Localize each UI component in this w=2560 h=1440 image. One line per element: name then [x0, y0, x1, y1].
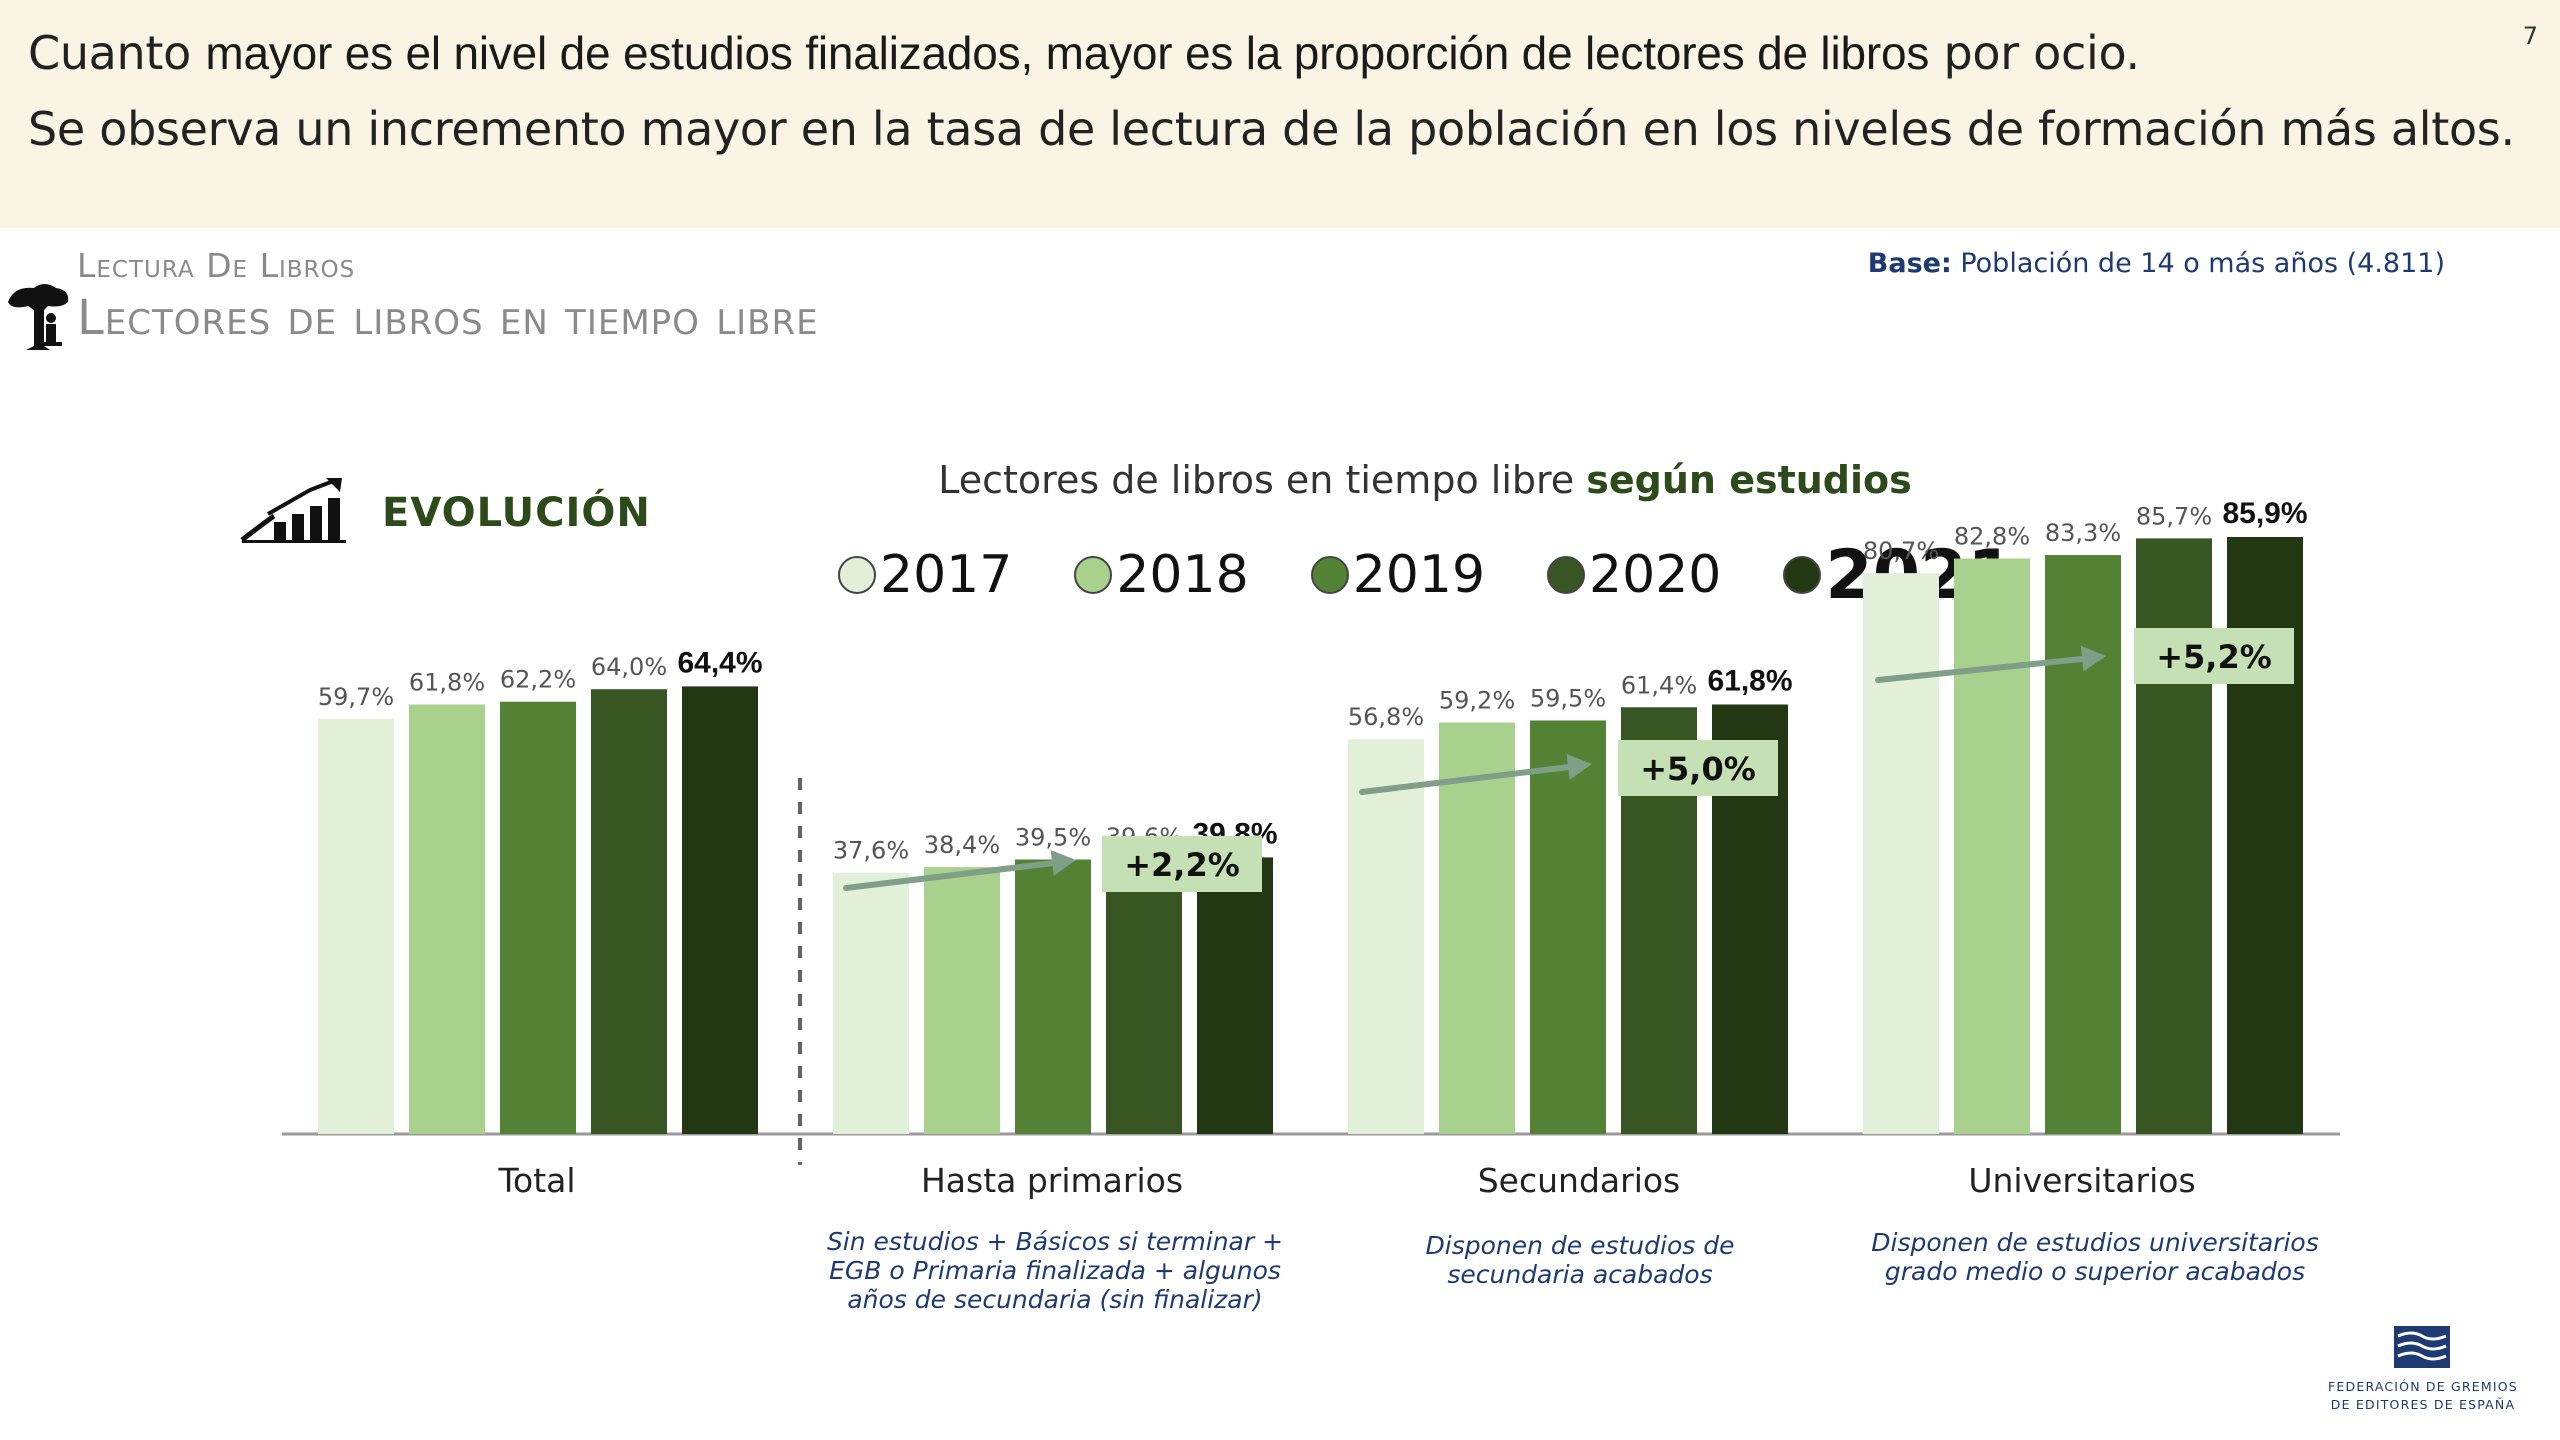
legend-label-2019: 2019 — [1352, 545, 1486, 605]
legend-item-2020: 2020 — [1547, 545, 1721, 605]
data-label-total-2020: 64,0% — [591, 653, 667, 681]
bar-universitarios-2017 — [1863, 573, 1939, 1134]
bar-universitarios-2020 — [2136, 538, 2212, 1134]
bar-universitarios-2019 — [2045, 555, 2121, 1134]
publisher-logo: FEDERACIÓN DE GREMIOS DE EDITORES DE ESPA… — [2318, 1326, 2528, 1416]
chart-title-bold: según estudios — [1586, 458, 1912, 502]
note-secundarios: Disponen de estudios de secundaria acaba… — [1425, 1231, 1735, 1289]
growth-chart-icon — [240, 478, 346, 543]
trend-arrowhead-secundarios — [1566, 753, 1592, 780]
legend-item-2017: 2017 — [838, 545, 1012, 605]
headline-line-1: Cuanto mayor es el nivel de estudios fin… — [28, 26, 2140, 80]
evolution-label: EVOLUCIÓN — [382, 490, 651, 536]
trend-arrow-hasta-primarios — [843, 859, 1065, 891]
note-universitarios: Disponen de estudios universitarios grad… — [1871, 1228, 2319, 1286]
legend-swatch-2018 — [1074, 556, 1113, 594]
data-label-secundarios-2019: 59,5% — [1530, 684, 1606, 712]
change-badge-hasta-primarios — [1102, 836, 1262, 892]
publisher-logo-text: FEDERACIÓN DE GREMIOS DE EDITORES DE ESPA… — [2318, 1378, 2528, 1414]
logo-line-1: FEDERACIÓN DE GREMIOS — [2328, 1379, 2518, 1394]
bar-total-2017 — [318, 719, 394, 1134]
legend-swatch-2021 — [1783, 556, 1822, 594]
bar-hasta-primarios-2019 — [1015, 859, 1091, 1134]
headline-line-2: Se observa un incremento mayor en la tas… — [28, 102, 2515, 156]
chart-title-normal: Lectores de libros en tiempo libre — [938, 458, 1587, 502]
legend-label-2020: 2020 — [1589, 545, 1722, 605]
base-label: Base: — [1867, 248, 1952, 279]
bar-total-2021 — [682, 686, 758, 1134]
tree-reader-icon — [8, 284, 69, 350]
change-label-hasta-primarios: +2,2% — [1124, 846, 1240, 884]
headline-prefix: Cuanto — [28, 26, 206, 80]
headline-emphasis: mayor es el nivel de estudios finalizado… — [205, 27, 1930, 79]
bar-total-2019 — [500, 701, 576, 1134]
note-hasta-primarios: Sin estudios + Básicos si terminar + EGB… — [826, 1227, 1284, 1314]
bar-total-2018 — [409, 704, 485, 1134]
chart-title: Lectores de libros en tiempo libre según… — [0, 458, 2560, 502]
base-note: Base: Población de 14 o más años (4.811) — [1868, 248, 2445, 279]
data-label-total-2021: 64,4% — [677, 646, 762, 679]
trend-arrowhead-hasta-primarios — [1050, 849, 1076, 876]
bar-secundarios-2017 — [1348, 739, 1424, 1134]
bar-universitarios-2018 — [1954, 558, 2030, 1134]
category-label-universitarios: Universitarios — [1968, 1161, 2195, 1200]
bar-secundarios-2018 — [1439, 722, 1515, 1134]
change-label-universitarios: +5,2% — [2156, 638, 2272, 676]
publisher-logo-icon — [2394, 1326, 2450, 1368]
trend-arrow-universitarios — [1875, 655, 2095, 683]
data-label-secundarios-2020: 61,4% — [1621, 671, 1697, 699]
data-label-secundarios-2017: 56,8% — [1348, 703, 1424, 731]
bar-secundarios-2019 — [1530, 720, 1606, 1134]
legend-item-2019: 2019 — [1310, 545, 1486, 605]
change-badge-universitarios — [2134, 628, 2294, 684]
data-label-universitarios-2018: 82,8% — [1954, 523, 2030, 551]
change-label-secundarios: +5,0% — [1640, 750, 1756, 788]
bar-hasta-primarios-2020 — [1106, 858, 1182, 1134]
page-number: 7 — [2522, 22, 2538, 50]
data-label-total-2017: 59,7% — [318, 683, 394, 711]
category-label-hasta-primarios: Hasta primarios — [921, 1161, 1183, 1200]
section-title: Lectores de libros en tiempo libre — [77, 290, 819, 346]
data-label-total-2019: 62,2% — [500, 666, 576, 694]
bar-hasta-primarios-2021 — [1197, 857, 1273, 1134]
data-label-secundarios-2018: 59,2% — [1439, 687, 1515, 715]
legend-swatch-2020 — [1547, 556, 1586, 594]
legend-label-2018: 2018 — [1116, 545, 1249, 605]
category-label-secundarios: Secundarios — [1478, 1161, 1681, 1200]
headline-suffix: por ocio. — [1929, 26, 2140, 80]
trend-arrowhead-universitarios — [2080, 645, 2106, 672]
legend-label-2017: 2017 — [880, 545, 1013, 605]
data-label-secundarios-2021: 61,8% — [1707, 664, 1792, 697]
base-text: Población de 14 o más años (4.811) — [1960, 248, 2445, 279]
bar-hasta-primarios-2017 — [833, 872, 909, 1134]
category-label-total: Total — [497, 1161, 575, 1200]
section-subtitle: Lectura De Libros — [77, 246, 356, 285]
bar-total-2020 — [591, 689, 667, 1134]
logo-line-2: DE EDITORES DE ESPAÑA — [2330, 1397, 2516, 1412]
data-label-total-2018: 61,8% — [409, 668, 485, 696]
headline-banner: Cuanto mayor es el nivel de estudios fin… — [0, 0, 2560, 228]
data-label-universitarios-2021: 85,9% — [2222, 497, 2307, 530]
bar-universitarios-2021 — [2227, 536, 2303, 1134]
legend-item-2018: 2018 — [1074, 545, 1249, 605]
data-label-universitarios-2019: 83,3% — [2045, 519, 2121, 547]
data-label-universitarios-2020: 85,7% — [2136, 502, 2212, 530]
change-badge-secundarios — [1618, 740, 1778, 796]
legend-swatch-2019 — [1310, 556, 1349, 594]
data-label-hasta-primarios-2019: 39,5% — [1015, 823, 1091, 851]
data-label-hasta-primarios-2017: 37,6% — [833, 837, 909, 865]
legend-swatch-2017 — [838, 556, 876, 594]
data-label-hasta-primarios-2018: 38,4% — [924, 831, 1000, 859]
bar-hasta-primarios-2018 — [924, 867, 1000, 1134]
data-label-universitarios-2017: 80,7% — [1863, 537, 1939, 565]
trend-arrow-secundarios — [1359, 763, 1581, 795]
